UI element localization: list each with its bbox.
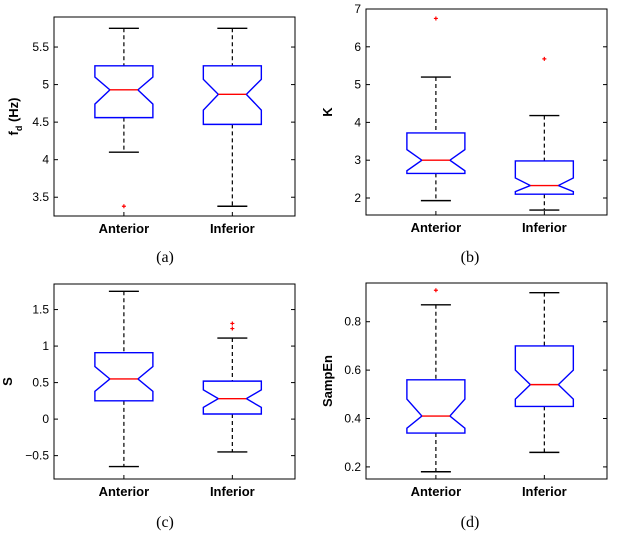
- axes-frame: [365, 282, 608, 480]
- y-tick-label: 5: [42, 78, 49, 92]
- x-tick-label: Anterior: [411, 484, 462, 499]
- y-axis-label: SampEn: [320, 355, 335, 407]
- y-axis-label: K: [320, 107, 335, 117]
- y-tick-label: 4: [354, 115, 361, 129]
- outlier-point: [542, 56, 547, 61]
- panel-4: 0.2 0.4 0.6 0.8 SampEn Anterior Inferior (d): [320, 282, 608, 531]
- notched-box: [406, 132, 466, 175]
- x-tick-label: Anterior: [99, 484, 150, 499]
- panel-1: 3.5 4 4.5 5 5.5 fd (Hz) Anterior Inferior (a): [6, 16, 296, 266]
- y-tick-label: 0: [42, 412, 49, 426]
- y-tick-label: 0.6: [344, 363, 361, 377]
- y-tick-label: 0.5: [32, 376, 49, 390]
- x-tick-label: Inferior: [210, 221, 255, 236]
- box-inferior: [514, 56, 575, 211]
- y-tick-label: 6: [354, 40, 361, 54]
- notched-box: [514, 160, 575, 195]
- outlier-point: [433, 16, 438, 21]
- x-tick-label: Anterior: [411, 220, 462, 235]
- panel-caption: (a): [156, 249, 174, 266]
- y-tick-label: −0.5: [25, 449, 49, 463]
- box-inferior: [202, 27, 263, 207]
- box-anterior: [406, 288, 466, 473]
- y-tick-label: 5.5: [32, 40, 49, 54]
- panel-caption: (d): [461, 514, 480, 531]
- x-tick-label: Inferior: [522, 484, 567, 499]
- notched-box: [514, 345, 575, 408]
- panel-2: 2 3 4 5 6 7 K Anterior Inferior (b): [320, 2, 608, 266]
- y-tick-label: 7: [354, 2, 361, 16]
- y-tick-label: 3: [354, 153, 361, 167]
- axes-frame: [365, 8, 608, 216]
- y-tick-label: 4: [42, 153, 49, 167]
- box-anterior: [406, 16, 466, 202]
- y-tick-label: 1.5: [32, 303, 49, 317]
- panel-caption: (c): [156, 514, 174, 531]
- box-anterior: [94, 290, 154, 468]
- outlier-point: [433, 288, 438, 293]
- y-tick-label: 0.8: [344, 315, 361, 329]
- notched-box: [406, 379, 466, 434]
- y-tick-label: 1: [42, 339, 49, 353]
- box-inferior: [514, 291, 575, 454]
- outlier-point: [121, 204, 126, 209]
- y-tick-label: 5: [354, 78, 361, 92]
- x-tick-label: Anterior: [99, 221, 150, 236]
- y-axis-label: S: [0, 377, 15, 386]
- y-tick-label: 3.5: [32, 190, 49, 204]
- x-tick-label: Inferior: [522, 220, 567, 235]
- outlier-point: [230, 326, 235, 331]
- notched-box: [94, 65, 154, 119]
- panel-3: −0.5 0 0.5 1 1.5 S Anterior Inferior (c): [0, 283, 296, 531]
- y-tick-label: 2: [354, 191, 361, 205]
- notched-box: [202, 380, 263, 415]
- panel-caption: (b): [461, 249, 480, 266]
- y-axis-label: fd (Hz): [6, 97, 24, 135]
- box-inferior: [202, 321, 263, 453]
- y-tick-label: 0.4: [344, 412, 361, 426]
- outlier-point: [230, 321, 235, 326]
- y-tick-label: 4.5: [32, 115, 49, 129]
- y-tick-label: 0.2: [344, 460, 361, 474]
- notched-box: [94, 351, 154, 402]
- axes-frame: [53, 283, 296, 480]
- notched-box: [202, 65, 263, 126]
- axes-frame: [53, 16, 296, 217]
- box-anterior: [94, 27, 154, 209]
- x-tick-label: Inferior: [210, 484, 255, 499]
